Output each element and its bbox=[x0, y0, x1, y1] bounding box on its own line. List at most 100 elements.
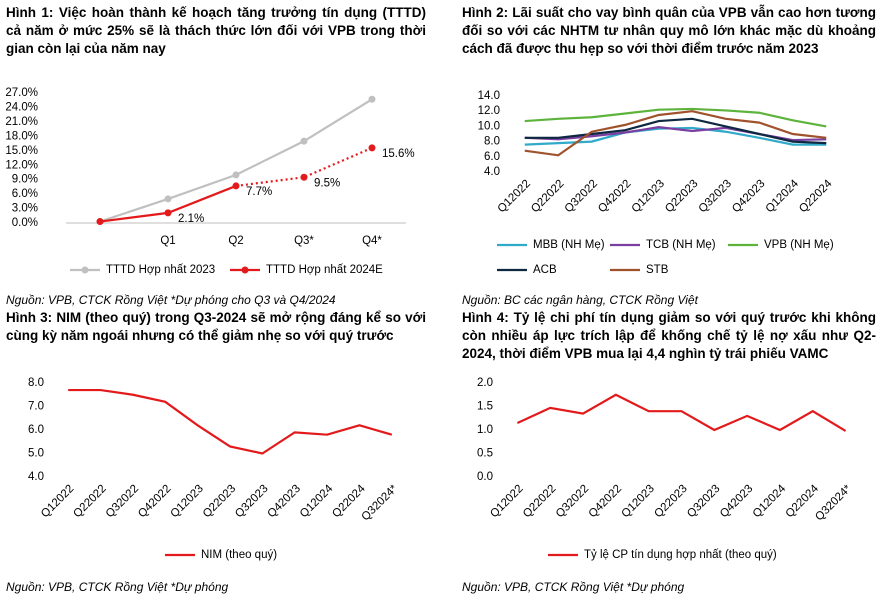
chart: 4.05.06.07.08.0Q12022Q22022Q32022Q42022Q… bbox=[28, 377, 400, 561]
source: Nguồn: VPB, CTCK Rồng Việt *Dự phóng bbox=[462, 580, 685, 594]
y-tick-label: 9.0% bbox=[12, 174, 38, 186]
data-label: 2.1% bbox=[178, 213, 204, 225]
source: Nguồn: VPB, CTCK Rồng Việt *Dự phóng cho… bbox=[6, 293, 336, 307]
x-tick-label: Q4* bbox=[362, 235, 382, 247]
x-tick-label: Q12023 bbox=[630, 178, 667, 215]
y-tick-label: 0.0 bbox=[477, 471, 493, 483]
source: Nguồn: VPB, CTCK Rồng Việt *Dự phóng bbox=[6, 580, 229, 594]
chart: 0.00.51.01.52.0Q12022Q22022Q32022Q42022Q… bbox=[477, 377, 854, 561]
legend-marker bbox=[241, 266, 249, 274]
x-tick-label: Q12022 bbox=[39, 483, 76, 520]
x-tick-label: Q12022 bbox=[496, 178, 533, 215]
marker bbox=[368, 144, 376, 152]
line bbox=[524, 107, 827, 128]
x-tick-label: Q42023 bbox=[718, 483, 755, 520]
legend-label: TTTD Hợp nhất 2024E bbox=[266, 264, 383, 276]
marker bbox=[164, 209, 172, 217]
y-tick-label: 24.0% bbox=[5, 101, 38, 113]
y-tick-label: 0.0% bbox=[12, 217, 38, 229]
y-tick-label: 18.0% bbox=[5, 130, 38, 142]
x-tick-label: Q32022 bbox=[104, 483, 141, 520]
data-label: 7.7% bbox=[246, 186, 272, 198]
x-tick-label: Q12022 bbox=[488, 483, 525, 520]
x-tick-label: Q42022 bbox=[587, 483, 624, 520]
marker bbox=[232, 171, 240, 179]
y-tick-label: 8.0 bbox=[484, 136, 500, 148]
x-tick-label: Q12023 bbox=[620, 483, 657, 520]
line bbox=[524, 117, 827, 145]
line bbox=[99, 98, 373, 223]
x-tick-label: Q22024 bbox=[797, 177, 835, 215]
x-tick-label: Q22022 bbox=[529, 178, 566, 215]
x-tick-label: Q22023 bbox=[663, 178, 700, 215]
x-tick-label: Q22022 bbox=[521, 483, 558, 520]
x-tick-label: Q42023 bbox=[266, 483, 303, 520]
y-tick-label: 12.0 bbox=[478, 105, 500, 117]
legend-label: Tỷ lệ CP tín dụng hợp nhất (theo quý) bbox=[584, 549, 777, 561]
y-tick-label: 4.0 bbox=[28, 471, 44, 483]
chart-title: Hình 3: NIM (theo quý) trong Q3-2024 sẽ … bbox=[6, 310, 426, 343]
line bbox=[68, 388, 393, 455]
y-tick-label: 15.0% bbox=[5, 145, 38, 157]
x-tick-label: Q32022 bbox=[563, 178, 600, 215]
y-tick-label: 1.5 bbox=[477, 401, 493, 413]
y-tick-label: 12.0% bbox=[5, 159, 38, 171]
marker bbox=[368, 95, 376, 103]
x-tick-label: Q12024 bbox=[764, 177, 802, 215]
y-tick-label: 6.0 bbox=[484, 151, 500, 163]
legend-label: TCB (NH Mẹ) bbox=[646, 239, 716, 251]
chart: 0.0% 3.0% 6.0% 9.0% 12.0% 15.0% 18.0% 21.0% 24.0… bbox=[5, 87, 415, 276]
marker bbox=[232, 182, 240, 190]
y-tick-label: 6.0% bbox=[12, 188, 38, 200]
y-tick-label: 2.0 bbox=[477, 377, 493, 389]
x-tick-label: Q32023 bbox=[233, 483, 270, 520]
x-tick-label: Q22022 bbox=[71, 483, 108, 520]
marker bbox=[300, 173, 308, 181]
source: Nguồn: BC các ngân hàng, CTCK Rồng Việt bbox=[462, 293, 698, 307]
legend-label: ACB bbox=[533, 264, 557, 276]
x-tick-label: Q42023 bbox=[730, 178, 767, 215]
x-tick-label: Q32024* bbox=[359, 482, 400, 523]
legend-marker bbox=[81, 266, 89, 274]
legend-label: VPB (NH Mẹ) bbox=[764, 239, 834, 251]
y-tick-label: 10.0 bbox=[478, 120, 500, 132]
x-tick-label: Q12024 bbox=[751, 482, 789, 520]
y-tick-label: 27.0% bbox=[5, 87, 38, 99]
x-tick-label: Q1 bbox=[160, 235, 175, 247]
x-tick-label: Q12023 bbox=[168, 483, 205, 520]
y-tick-label: 6.0 bbox=[28, 424, 44, 436]
y-tick-label: 21.0% bbox=[5, 116, 38, 128]
y-tick-label: 3.0% bbox=[12, 203, 38, 215]
x-tick-label: Q12024 bbox=[298, 482, 336, 520]
legend-label: TTTD Hợp nhất 2023 bbox=[106, 264, 215, 276]
data-label: 9.5% bbox=[314, 177, 340, 189]
y-tick-label: 14.0 bbox=[478, 90, 500, 102]
y-tick-label: 5.0 bbox=[28, 448, 44, 460]
line bbox=[524, 110, 827, 157]
chart-title: Hình 4: Tỷ lệ chi phí tín dụng giảm so v… bbox=[462, 310, 876, 361]
marker bbox=[164, 195, 172, 203]
y-tick-label: 7.0 bbox=[28, 401, 44, 413]
chart-title: Hình 1: Việc hoàn thành kế hoạch tăng tr… bbox=[6, 5, 426, 56]
y-tick-label: 4.0 bbox=[484, 166, 500, 178]
x-tick-label: Q42022 bbox=[136, 483, 173, 520]
x-tick-label: Q32024* bbox=[813, 482, 854, 523]
data-label: 15.6% bbox=[382, 148, 415, 160]
y-tick-label: 1.0 bbox=[477, 424, 493, 436]
line bbox=[516, 393, 847, 432]
chart-title: Hình 2: Lãi suất cho vay bình quân của V… bbox=[462, 5, 876, 56]
x-tick-label: Q32023 bbox=[697, 178, 734, 215]
x-tick-label: Q2 bbox=[228, 235, 243, 247]
x-tick-label: Q32022 bbox=[554, 483, 591, 520]
x-tick-label: Q22023 bbox=[652, 483, 689, 520]
marker bbox=[300, 137, 308, 145]
x-tick-label: Q22023 bbox=[201, 483, 238, 520]
legend-label: STB bbox=[646, 264, 669, 276]
y-tick-label: 8.0 bbox=[28, 377, 44, 389]
x-tick-label: Q3* bbox=[294, 235, 314, 247]
legend-label: NIM (theo quý) bbox=[201, 549, 277, 561]
y-tick-label: 0.5 bbox=[477, 448, 493, 460]
legend-label: MBB (NH Mẹ) bbox=[533, 239, 605, 251]
